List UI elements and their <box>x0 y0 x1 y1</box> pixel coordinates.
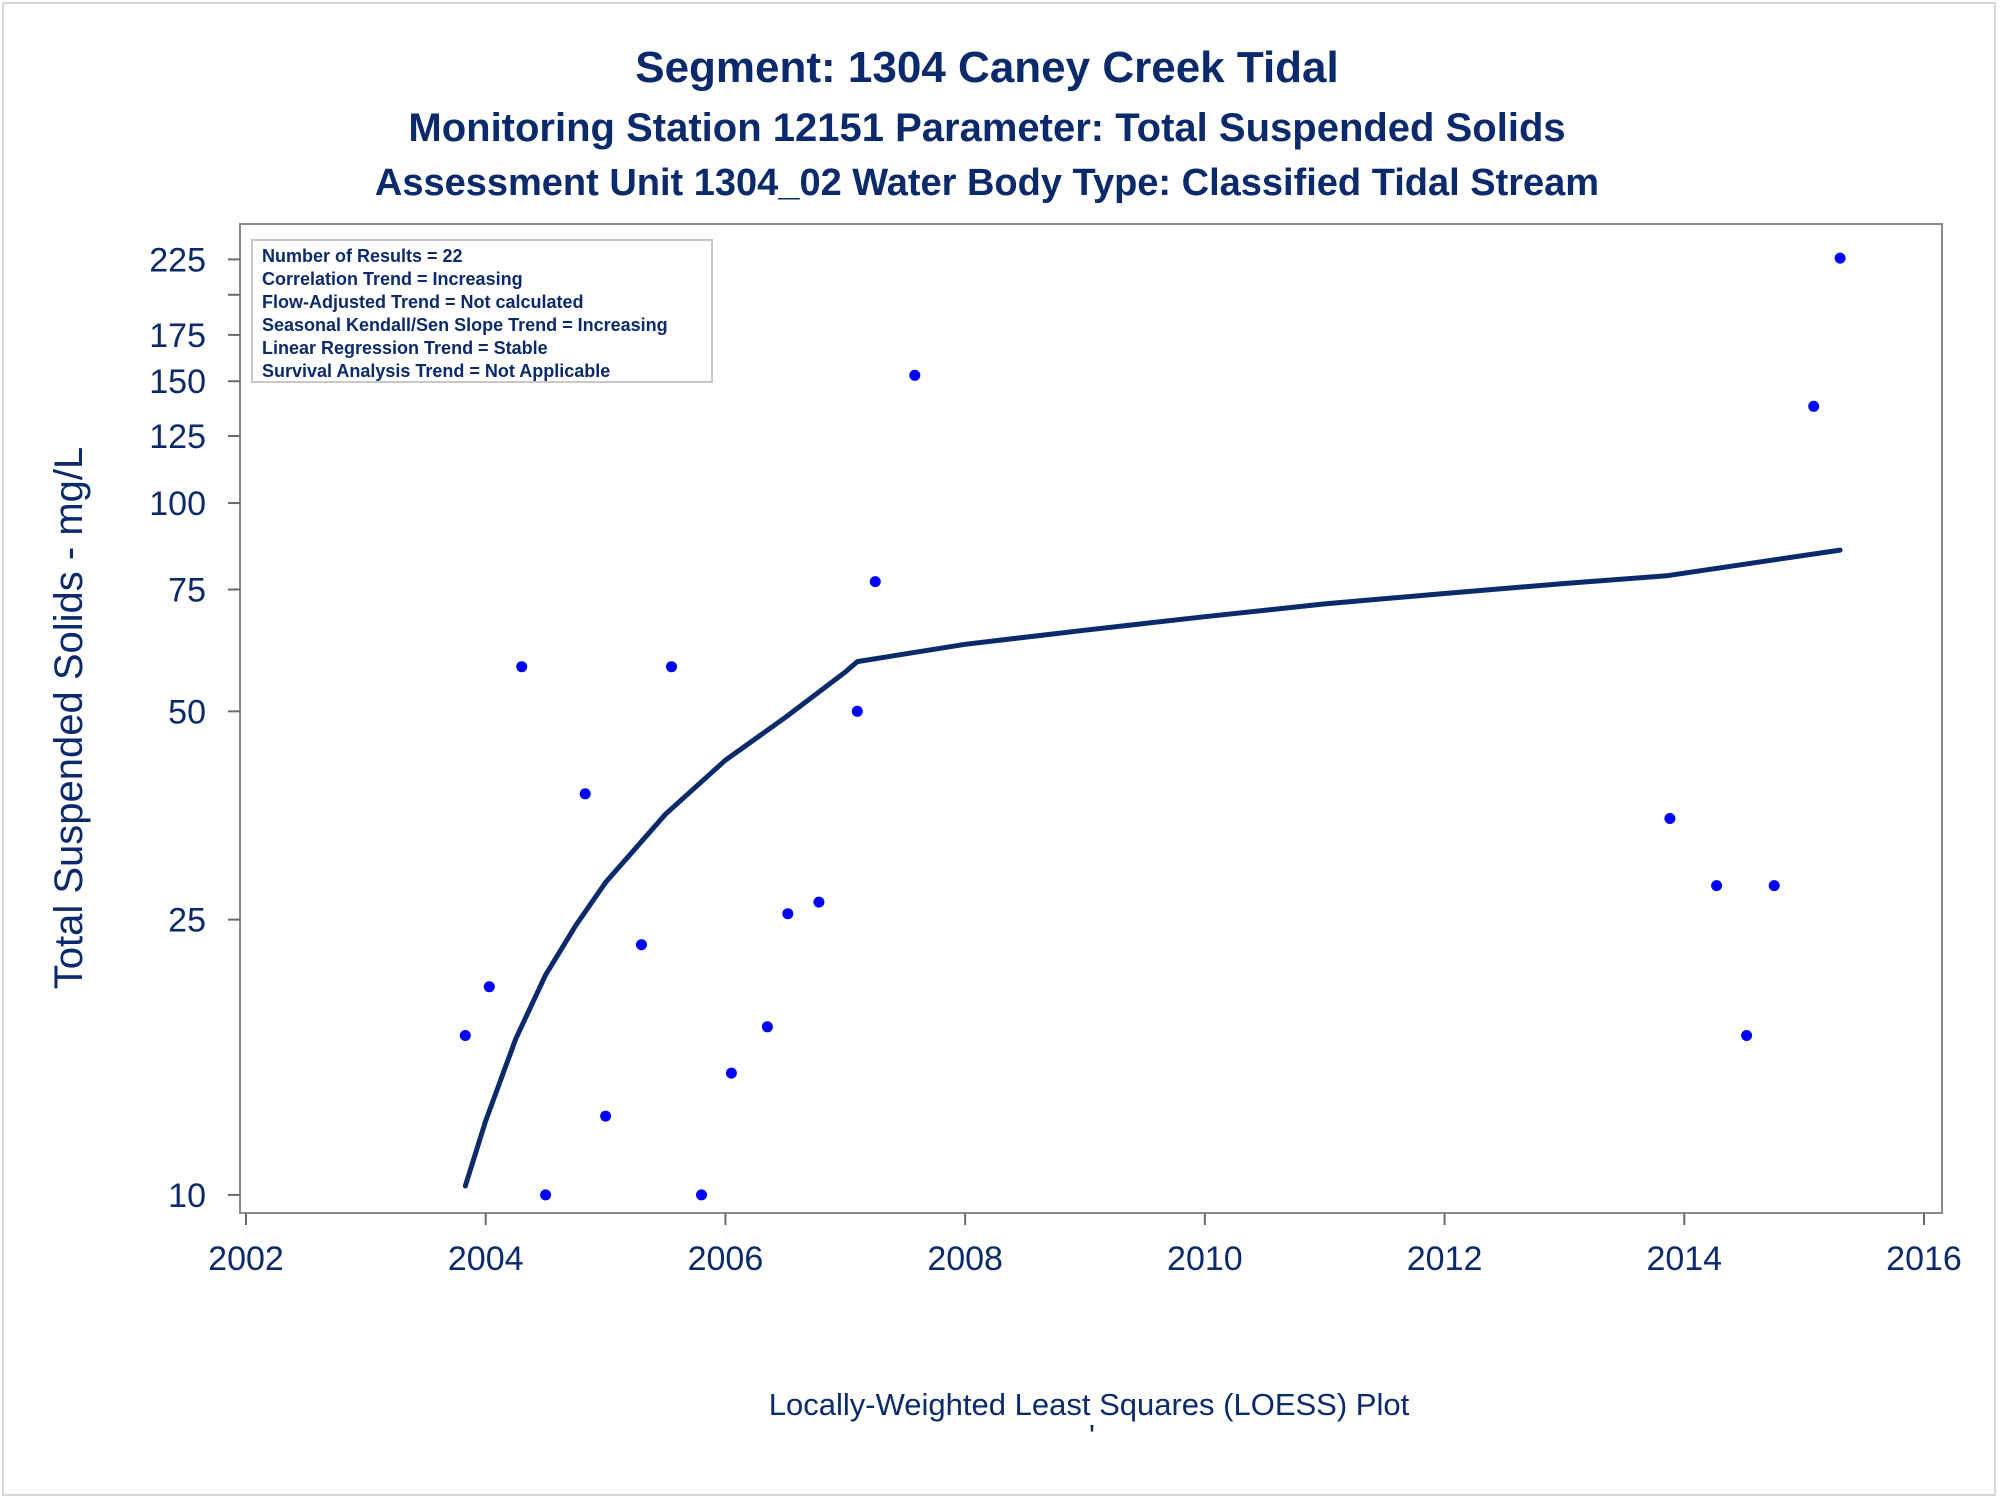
data-point <box>813 896 825 908</box>
x-tick-label: 2008 <box>927 1240 1003 1278</box>
data-point <box>1808 400 1820 412</box>
data-point <box>459 1030 471 1041</box>
x-tick-label: 2016 <box>1886 1240 1962 1278</box>
x-tick-label: 2002 <box>208 1240 284 1278</box>
y-tick-label: 150 <box>149 363 206 401</box>
trend-summary-border <box>251 239 713 383</box>
data-point <box>1711 880 1723 892</box>
data-point <box>600 1110 612 1122</box>
data-point <box>516 661 528 673</box>
y-tick-label: 100 <box>149 485 206 523</box>
y-tick-label: 225 <box>149 241 206 279</box>
y-axis: 10 25 50 75 100 125 150 175 225 <box>149 241 240 1215</box>
data-point <box>696 1189 707 1201</box>
series-layer <box>459 252 1846 1201</box>
data-point <box>782 908 794 920</box>
data-point <box>483 981 495 993</box>
data-point <box>666 661 677 673</box>
data-point <box>1664 813 1676 824</box>
chart-subtitle: Monitoring Station 12151 Parameter: Tota… <box>408 106 1565 150</box>
trend-line: Survival Analysis Trend = Not Applicable <box>262 361 610 381</box>
data-point <box>761 1021 773 1033</box>
trend-line: Linear Regression Trend = Stable <box>262 338 548 358</box>
data-point <box>1834 252 1846 264</box>
y-tick-label: 50 <box>168 693 206 731</box>
loess-trend-line <box>462 547 1843 1189</box>
data-point <box>909 369 921 381</box>
data-point <box>851 705 863 717</box>
x-tick-label: 2004 <box>448 1240 524 1278</box>
data-point <box>725 1067 737 1079</box>
trend-summary-box: Number of Results = 22 Correlation Trend… <box>251 239 713 383</box>
x-tick-label: 2010 <box>1167 1240 1243 1278</box>
y-tick-label: 25 <box>168 902 206 940</box>
data-point <box>579 788 591 800</box>
x-axis: 2002 2004 2006 2008 2010 2012 2014 2016 <box>208 1213 1962 1278</box>
data-point <box>869 576 881 588</box>
x-tick-label: 2006 <box>688 1240 764 1278</box>
plot-area <box>239 223 1943 1214</box>
x-tick-label: 2014 <box>1646 1240 1722 1278</box>
data-point <box>540 1189 552 1201</box>
y-tick-label: 175 <box>149 317 206 355</box>
x-tick-label: 2012 <box>1407 1240 1483 1278</box>
chart-footnote: Locally-Weighted Least Squares (LOESS) P… <box>769 1387 1410 1422</box>
y-axis-title: Total Suspended Solids - mg/L <box>47 447 91 990</box>
data-point <box>636 939 647 951</box>
data-point <box>1768 880 1780 892</box>
y-tick-label: 10 <box>168 1177 206 1215</box>
trend-line: Correlation Trend = Increasing <box>262 269 523 289</box>
y-tick-label: 125 <box>149 418 206 456</box>
trend-line: Flow-Adjusted Trend = Not calculated <box>262 292 584 312</box>
footnote-mark: ' <box>1089 1418 1095 1453</box>
trend-line: Seasonal Kendall/Sen Slope Trend = Incre… <box>262 315 668 335</box>
y-tick-label: 75 <box>168 571 206 609</box>
chart-title: Segment: 1304 Caney Creek Tidal <box>635 43 1339 92</box>
trend-line: Number of Results = 22 <box>262 246 463 266</box>
chart-svg: Segment: 1304 Caney Creek Tidal Monitori… <box>47 43 1962 1453</box>
chart-subtitle-2: Assessment Unit 1304_02 Water Body Type:… <box>375 162 1599 204</box>
data-point <box>1741 1030 1753 1041</box>
